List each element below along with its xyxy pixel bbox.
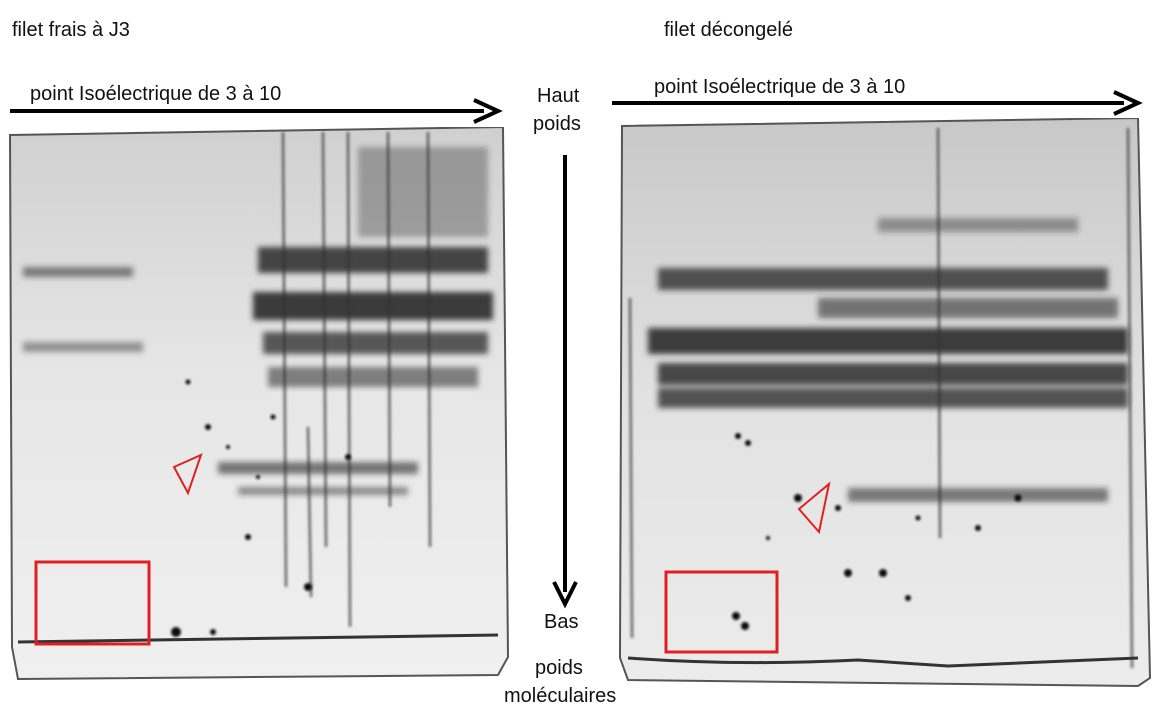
right-gel-title: filet décongelé (664, 19, 793, 41)
left-gel-title: filet frais à J3 (12, 19, 130, 41)
high-weight-label-line2: poids (533, 113, 581, 135)
right-isoelectric-arrow (612, 90, 1143, 116)
left-isoelectric-axis-label: point Isoélectrique de 3 à 10 (30, 83, 282, 105)
low-weight-label-line2: poids (535, 657, 583, 679)
right-gel-image (618, 118, 1152, 688)
high-weight-label-line1: Haut (537, 85, 580, 107)
right-highlight-triangle (797, 481, 831, 535)
left-highlight-triangle (172, 453, 203, 496)
low-weight-label-line3: moléculaires (504, 685, 617, 707)
molecular-weight-arrow (552, 155, 578, 609)
right-highlight-box (664, 570, 779, 654)
low-weight-label-line1: Bas (544, 611, 579, 633)
left-highlight-box (34, 560, 151, 646)
right-isoelectric-axis-label: point Isoélectrique de 3 à 10 (654, 76, 906, 98)
left-isoelectric-arrow (10, 98, 503, 124)
left-gel-image (8, 127, 510, 681)
